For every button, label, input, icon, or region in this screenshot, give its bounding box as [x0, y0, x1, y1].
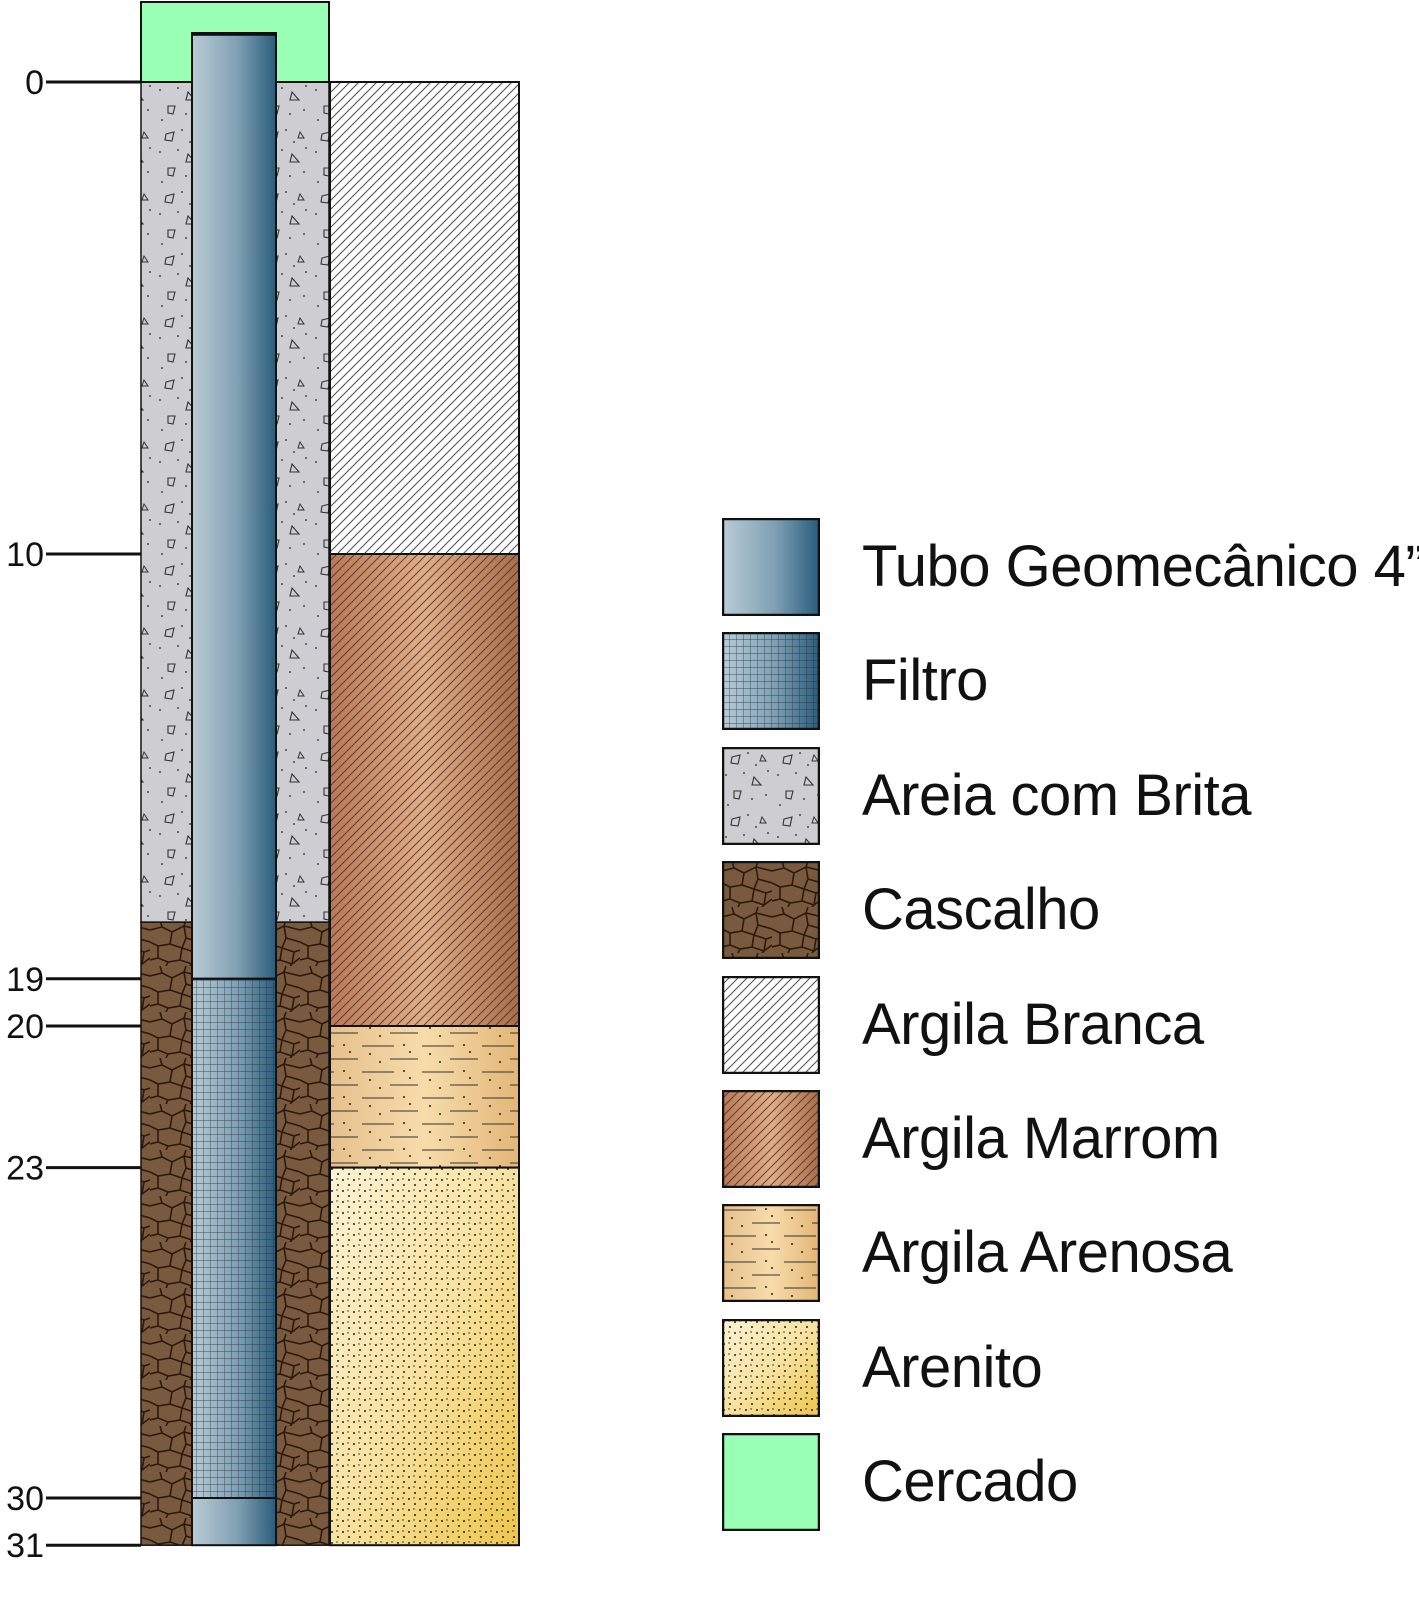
depth-label-23: 23: [6, 1150, 44, 1188]
annulus-cascalho-left: [140, 921, 193, 1546]
depth-label-19: 19: [6, 961, 44, 999]
argila-arenosa-swatch-icon: [722, 1204, 820, 1302]
legend-label-argila-arenosa: Argila Arenosa: [862, 1220, 1233, 1285]
cercado-swatch-icon: [722, 1433, 820, 1531]
depth-axis: 0 10 19 20 23 30 31: [6, 64, 141, 1565]
legend-label-cercado: Cercado: [862, 1449, 1078, 1514]
cercado-cap: [140, 1, 330, 83]
annulus-areia-com-brita-left: [140, 81, 193, 923]
pipe-filtro-mesh: [191, 977, 277, 1499]
depth-label-31: 31: [6, 1527, 44, 1565]
legend-label-argila-branca: Argila Branca: [862, 992, 1204, 1057]
legend-label-cascalho: Cascalho: [862, 877, 1100, 942]
arenito-swatch-icon: [722, 1319, 820, 1417]
argila-branca-swatch-icon: [722, 976, 820, 1074]
well-pipe: [191, 33, 277, 1547]
depth-label-10: 10: [6, 536, 44, 574]
layer-argila-marrom-texture: [330, 554, 519, 1026]
filtro-swatch-icon: [722, 632, 820, 730]
lithology-column: [329, 81, 520, 1547]
annulus-cascalho-right: [275, 921, 330, 1546]
layer-arenito-texture: [330, 1167, 519, 1546]
legend-item-argila-branca: Argila Branca: [722, 976, 1412, 1076]
pipe-tubo-geomecanico-4: [191, 1497, 277, 1547]
legend-item-tubo: Tubo Geomecânico 4”: [722, 518, 1419, 618]
layer-argila-arenosa-texture: [330, 1026, 519, 1168]
cascalho-swatch-icon: [722, 861, 820, 959]
pipe-tubo-geomecanico-4: [191, 33, 277, 980]
depth-label-30: 30: [6, 1480, 44, 1518]
legend-label-tubo: Tubo Geomecânico 4”: [862, 534, 1419, 599]
legend-label-argila-marrom: Argila Marrom: [862, 1106, 1220, 1171]
legend-item-cascalho: Cascalho: [722, 861, 1412, 961]
layer-arenito-outline: [329, 1166, 520, 1547]
depth-label-20: 20: [6, 1008, 44, 1046]
legend-item-arenito: Arenito: [722, 1319, 1412, 1419]
areia-swatch-icon: [722, 747, 820, 845]
legend-label-arenito: Arenito: [862, 1335, 1043, 1400]
legend-item-argila-marrom: Argila Marrom: [722, 1090, 1412, 1190]
legend-item-cercado: Cercado: [722, 1433, 1412, 1533]
depth-label-0: 0: [25, 64, 44, 102]
tubo-swatch-icon: [722, 518, 820, 616]
argila-marrom-swatch-icon: [722, 1090, 820, 1188]
legend-label-areia: Areia com Brita: [862, 763, 1251, 828]
layer-argila-branca: [330, 82, 519, 554]
legend-item-filtro: Filtro: [722, 632, 1412, 732]
legend-label-filtro: Filtro: [862, 648, 988, 713]
legend-item-areia: Areia com Brita: [722, 747, 1412, 847]
annulus-areia-com-brita-right: [275, 81, 330, 923]
legend-item-argila-arenosa: Argila Arenosa: [722, 1204, 1412, 1304]
